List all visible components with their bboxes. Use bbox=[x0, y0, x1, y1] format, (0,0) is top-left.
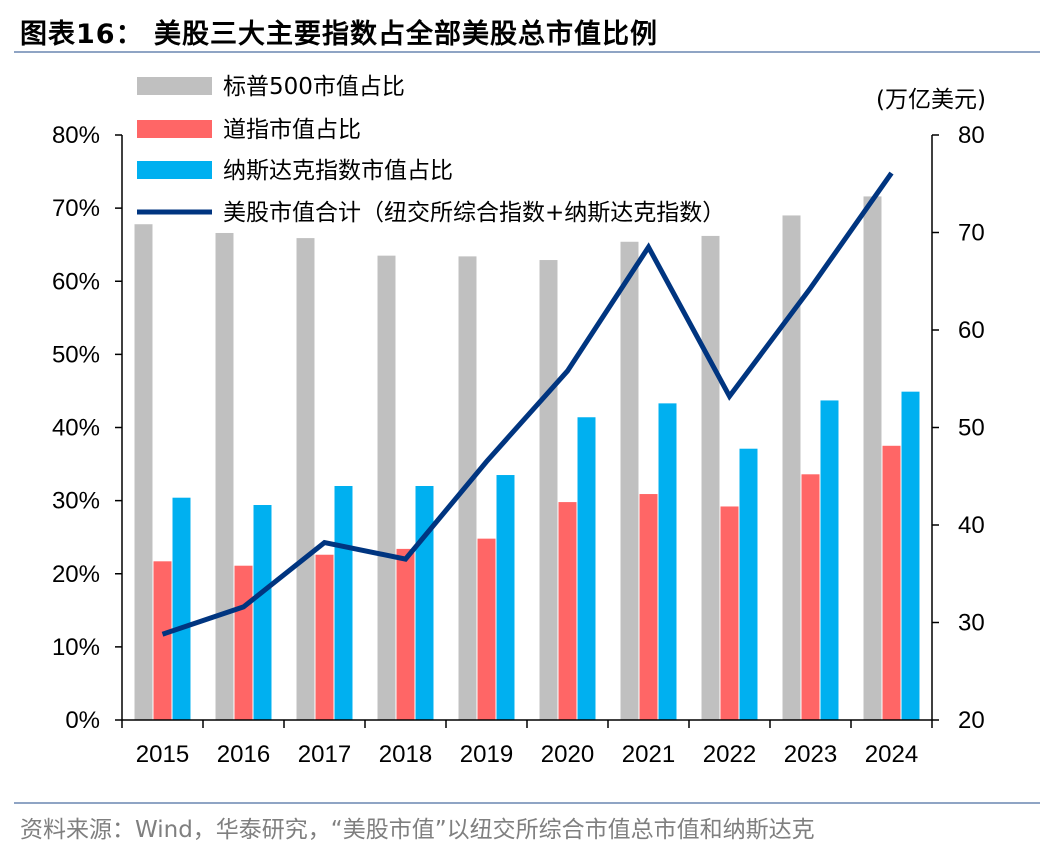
left-tick-label: 60% bbox=[52, 268, 100, 295]
bar-sp500-2024 bbox=[863, 196, 882, 721]
right-tick-label: 50 bbox=[958, 415, 985, 442]
right-tick-label: 70 bbox=[958, 220, 985, 247]
x-tick-label: 2023 bbox=[784, 741, 837, 768]
bar-nasdaq-2017 bbox=[334, 486, 353, 720]
left-tick-label: 40% bbox=[52, 415, 100, 442]
x-tick-label: 2021 bbox=[622, 741, 675, 768]
legend-label-3: 美股市值合计（纽交所综合指数+纳斯达克指数） bbox=[223, 200, 725, 226]
right-tick-label: 80 bbox=[958, 122, 985, 149]
bar-nasdaq-2018 bbox=[415, 486, 434, 720]
bar-sp500-2021 bbox=[620, 241, 639, 720]
right-axis-unit: (万亿美元) bbox=[876, 87, 986, 113]
legend-swatch-0 bbox=[137, 77, 212, 95]
x-tick-label: 2022 bbox=[703, 741, 756, 768]
x-tick-label: 2020 bbox=[541, 741, 594, 768]
x-tick-label: 2019 bbox=[460, 741, 513, 768]
legend-label-2: 纳斯达克指数市值占比 bbox=[223, 158, 453, 184]
bar-dow-2017 bbox=[315, 554, 334, 720]
bar-sp500-2016 bbox=[215, 232, 234, 721]
bar-nasdaq-2023 bbox=[820, 400, 839, 720]
bar-dow-2021 bbox=[639, 494, 658, 720]
bar-sp500-2017 bbox=[296, 238, 315, 720]
bar-dow-2023 bbox=[801, 474, 820, 720]
bar-sp500-2018 bbox=[377, 255, 396, 720]
bar-dow-2024 bbox=[882, 445, 901, 720]
bar-sp500-2022 bbox=[701, 235, 720, 720]
bar-dow-2020 bbox=[558, 502, 577, 720]
bar-sp500-2020 bbox=[539, 260, 558, 720]
bar-dow-2019 bbox=[477, 538, 496, 720]
line-total-market-cap bbox=[161, 171, 894, 637]
footer-divider bbox=[14, 802, 1040, 804]
left-tick-label: 80% bbox=[52, 122, 100, 149]
right-tick-label: 60 bbox=[958, 317, 985, 344]
left-tick-label: 0% bbox=[65, 707, 100, 734]
chart: 0% 10% 20% 30% 40% 50% 60% 70% 80% 20 30 40 50 60 70 80… bbox=[52, 74, 986, 768]
chart-title: 图表16： 美股三大主要指数占全部美股总市值比例 bbox=[20, 19, 658, 50]
x-tick-label: 2015 bbox=[136, 741, 189, 768]
source-note: 资料来源：Wind，华泰研究，“美股市值”以纽交所综合市值总市值和纳斯达克 bbox=[20, 817, 815, 843]
legend-label-1: 道指市值占比 bbox=[223, 117, 361, 143]
bar-nasdaq-2021 bbox=[658, 403, 677, 720]
legend-label-0: 标普500市值占比 bbox=[223, 74, 405, 100]
bar-nasdaq-2019 bbox=[496, 475, 515, 720]
x-tick-label: 2018 bbox=[379, 741, 432, 768]
bar-nasdaq-2016 bbox=[253, 505, 272, 720]
bar-dow-2018 bbox=[396, 548, 415, 720]
left-tick-label: 30% bbox=[52, 488, 100, 515]
left-tick-label: 70% bbox=[52, 195, 100, 222]
left-tick-label: 20% bbox=[52, 561, 100, 588]
bar-nasdaq-2015 bbox=[172, 497, 191, 720]
left-tick-label: 50% bbox=[52, 341, 100, 368]
right-tick-label: 20 bbox=[958, 707, 985, 734]
right-tick-label: 30 bbox=[958, 610, 985, 637]
bar-dow-2022 bbox=[720, 506, 739, 720]
bar-sp500-2023 bbox=[782, 215, 801, 720]
bar-nasdaq-2024 bbox=[901, 391, 920, 720]
bar-nasdaq-2020 bbox=[577, 417, 596, 720]
x-tick-label: 2016 bbox=[217, 741, 270, 768]
bar-dow-2015 bbox=[153, 561, 172, 720]
legend-swatch-1 bbox=[137, 120, 212, 138]
bar-dow-2016 bbox=[234, 565, 253, 720]
bar-sp500-2015 bbox=[134, 224, 153, 720]
x-tick-label: 2024 bbox=[865, 741, 918, 768]
title-divider bbox=[14, 51, 1040, 53]
bar-nasdaq-2022 bbox=[739, 448, 758, 720]
x-tick-label: 2017 bbox=[298, 741, 351, 768]
left-tick-label: 10% bbox=[52, 634, 100, 661]
right-tick-label: 40 bbox=[958, 512, 985, 539]
legend-swatch-2 bbox=[137, 161, 212, 179]
